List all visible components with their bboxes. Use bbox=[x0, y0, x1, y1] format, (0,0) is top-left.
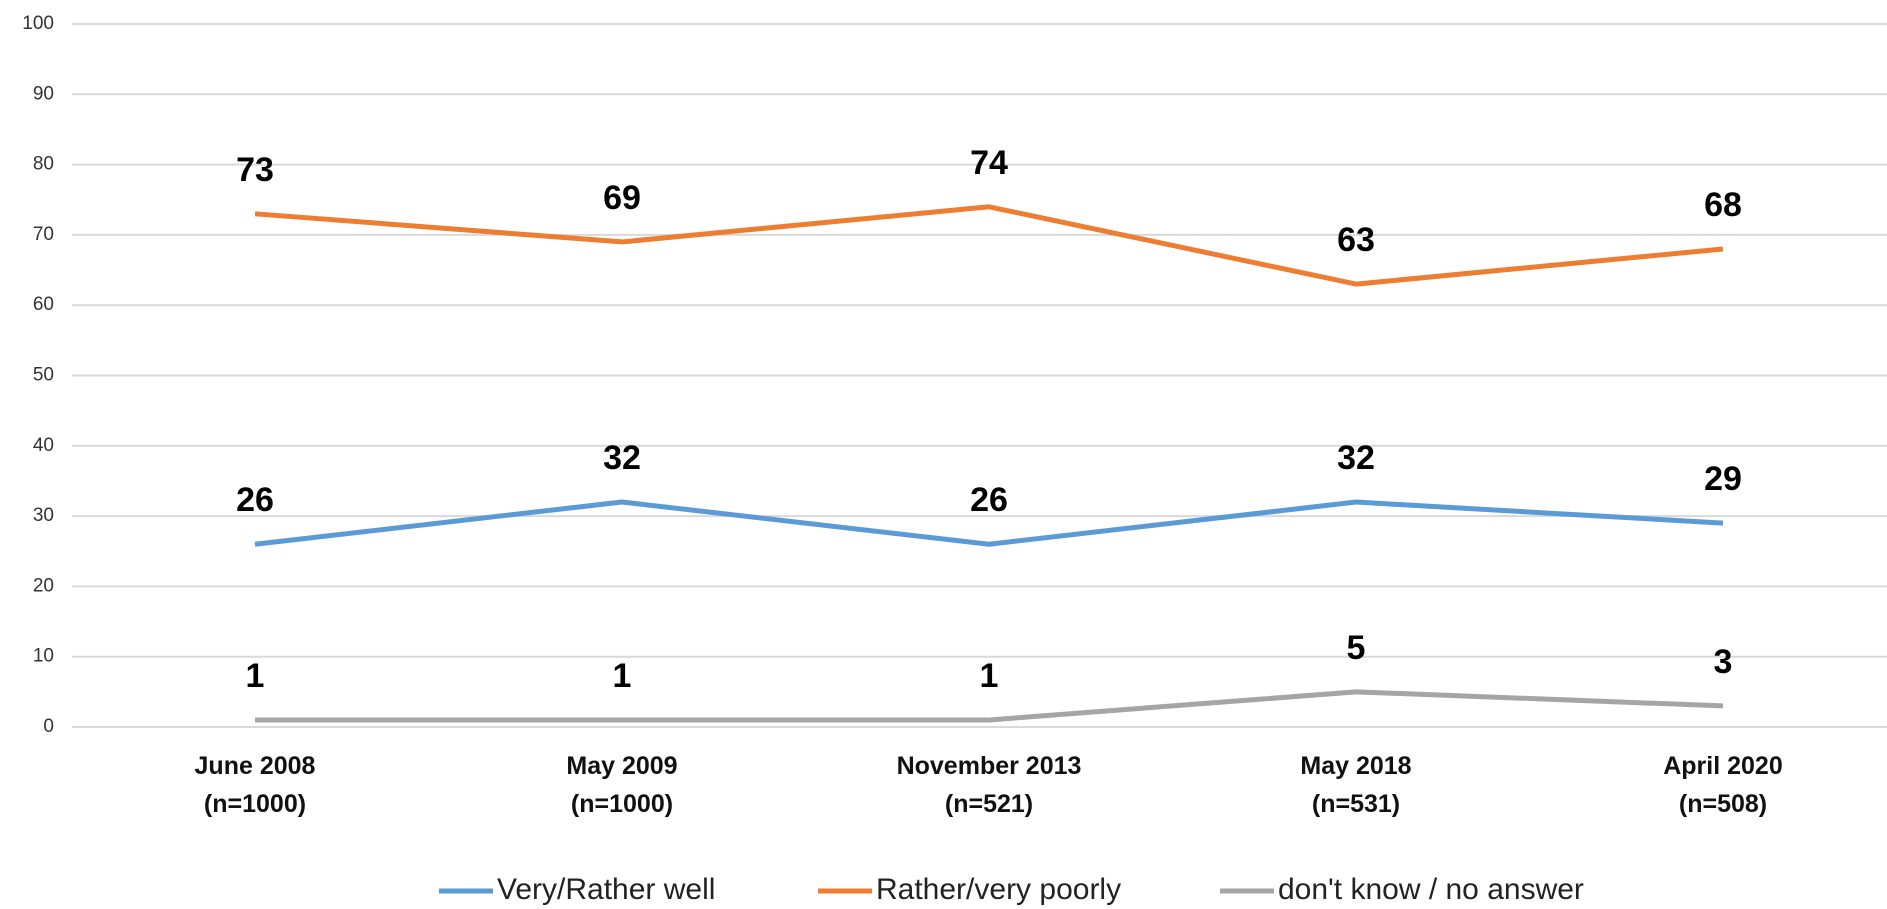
x-tick-label: November 2013 (n=521) bbox=[896, 752, 1082, 818]
y-tick-label: 80 bbox=[33, 154, 54, 175]
series-line bbox=[254, 204, 1724, 287]
y-tick-label: 50 bbox=[33, 365, 54, 386]
data-label: 3 bbox=[1714, 643, 1733, 681]
y-tick-label: 100 bbox=[22, 13, 54, 34]
y-tick-label: 20 bbox=[33, 575, 54, 596]
x-tick-label: June 2008 (n=1000) bbox=[194, 752, 316, 818]
data-label: 74 bbox=[970, 144, 1008, 182]
data-label: 68 bbox=[1704, 186, 1742, 224]
data-label: 1 bbox=[246, 657, 265, 695]
y-tick-label: 60 bbox=[33, 294, 54, 315]
x-tick-label: May 2018 (n=531) bbox=[1300, 752, 1412, 818]
data-label: 26 bbox=[236, 481, 274, 519]
data-label: 1 bbox=[613, 657, 632, 695]
y-tick-label: 90 bbox=[33, 83, 54, 104]
data-label: 5 bbox=[1347, 629, 1366, 667]
y-tick-label: 0 bbox=[43, 716, 54, 737]
series-line bbox=[254, 499, 1724, 547]
y-tick-label: 30 bbox=[33, 505, 54, 526]
data-label: 69 bbox=[603, 179, 641, 217]
data-label: 32 bbox=[1337, 439, 1375, 477]
x-tick-label: May 2009 (n=1000) bbox=[566, 752, 678, 818]
x-tick-label: April 2020 (n=508) bbox=[1663, 752, 1783, 818]
legend-label: don't know / no answer bbox=[1278, 873, 1584, 906]
data-label: 73 bbox=[236, 151, 274, 189]
series-line bbox=[255, 689, 1724, 723]
y-tick-label: 10 bbox=[33, 646, 54, 667]
legend-label: Very/Rather well bbox=[497, 873, 715, 906]
data-label: 1 bbox=[980, 657, 999, 695]
y-tick-label: 40 bbox=[33, 435, 54, 456]
data-label: 29 bbox=[1704, 460, 1742, 498]
data-label: 32 bbox=[603, 439, 641, 477]
data-label: 26 bbox=[970, 481, 1008, 519]
legend-label: Rather/very poorly bbox=[876, 873, 1121, 906]
data-label: 63 bbox=[1337, 221, 1375, 259]
y-tick-label: 70 bbox=[33, 224, 54, 245]
